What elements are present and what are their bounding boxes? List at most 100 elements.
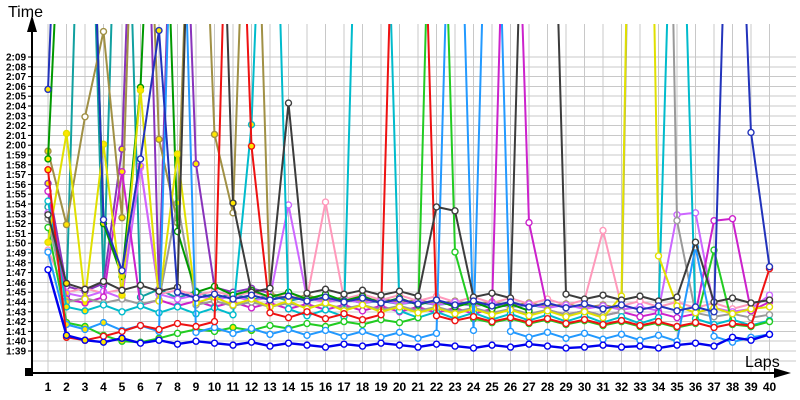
lap-marker[interactable] [525,333,533,341]
lap-marker[interactable] [118,334,126,342]
lap-marker[interactable] [414,292,422,300]
lap-marker[interactable] [155,26,163,35]
lap-marker[interactable] [747,321,755,330]
lap-marker[interactable] [303,308,311,316]
lap-marker[interactable] [118,327,126,336]
lap-marker[interactable] [118,214,126,222]
lap-marker[interactable] [81,307,89,315]
lap-marker[interactable] [377,311,385,319]
lap-marker[interactable] [99,301,108,309]
lap-marker[interactable] [81,325,89,334]
lap-marker[interactable] [451,316,459,325]
lap-marker[interactable] [340,317,348,326]
lap-marker[interactable] [710,308,718,316]
lap-marker[interactable] [506,313,515,322]
lap-marker[interactable] [62,129,71,138]
lap-marker[interactable] [488,302,496,310]
lap-marker[interactable] [765,303,774,311]
lap-marker[interactable] [765,330,774,339]
lap-marker[interactable] [395,328,404,337]
lap-marker[interactable] [229,311,237,319]
lap-marker[interactable] [432,312,441,320]
lap-marker[interactable] [81,336,89,344]
lap-marker[interactable] [525,318,533,327]
lap-marker[interactable] [284,99,293,107]
lap-marker[interactable] [654,331,663,340]
lap-marker[interactable] [414,300,422,308]
lap-marker[interactable] [654,252,663,260]
lap-marker[interactable] [710,342,718,350]
lap-marker[interactable] [432,296,441,304]
lap-marker[interactable] [543,307,552,315]
lap-marker[interactable] [266,321,274,330]
lap-marker[interactable] [654,302,663,310]
lap-marker[interactable] [469,344,478,352]
lap-marker[interactable] [321,306,330,314]
lap-marker[interactable] [340,332,348,340]
lap-marker[interactable] [691,318,700,327]
lap-marker[interactable] [414,343,422,351]
lap-marker[interactable] [284,339,293,347]
lap-marker[interactable] [488,317,496,326]
lap-marker[interactable] [747,299,755,307]
lap-marker[interactable] [580,308,589,316]
lap-marker[interactable] [673,216,681,225]
lap-marker[interactable] [62,331,71,340]
lap-marker[interactable] [451,342,459,350]
lap-marker[interactable] [173,340,182,348]
lap-marker[interactable] [358,342,367,350]
lap-marker[interactable] [451,301,459,309]
lap-marker[interactable] [266,284,274,292]
lap-marker[interactable] [580,329,589,338]
lap-marker[interactable] [636,336,644,344]
lap-marker[interactable] [173,150,182,158]
lap-marker[interactable] [673,307,681,315]
lap-marker[interactable] [728,214,737,223]
lap-marker[interactable] [599,291,607,299]
lap-marker[interactable] [173,329,182,338]
lap-marker[interactable] [99,293,108,301]
lap-marker[interactable] [691,339,700,347]
lap-marker[interactable] [488,341,496,349]
lap-marker[interactable] [395,295,404,303]
lap-marker[interactable] [377,291,385,299]
lap-marker[interactable] [229,301,237,309]
lap-marker[interactable] [155,336,163,344]
lap-marker[interactable] [358,315,367,324]
lap-marker[interactable] [266,342,274,350]
lap-marker[interactable] [617,343,626,351]
lap-marker[interactable] [414,334,422,342]
lap-marker[interactable] [543,328,552,337]
lap-marker[interactable] [99,215,108,224]
lap-marker[interactable] [469,326,478,335]
lap-marker[interactable] [44,197,52,205]
lap-marker[interactable] [599,320,607,329]
lap-marker[interactable] [192,328,200,337]
lap-marker[interactable] [99,318,108,327]
lap-marker[interactable] [673,322,681,331]
lap-marker[interactable] [118,286,126,294]
lap-marker[interactable] [321,326,330,335]
lap-marker[interactable] [136,86,145,95]
lap-marker[interactable] [580,343,589,351]
lap-marker[interactable] [747,128,755,137]
lap-marker[interactable] [451,207,459,215]
lap-marker[interactable] [488,311,496,319]
lap-marker[interactable] [303,297,311,305]
lap-marker[interactable] [747,305,755,313]
lap-marker[interactable] [358,307,367,315]
lap-marker[interactable] [728,333,737,341]
lap-marker[interactable] [321,343,330,351]
lap-marker[interactable] [562,344,570,352]
lap-marker[interactable] [192,337,200,345]
lap-marker[interactable] [303,289,311,297]
lap-marker[interactable] [229,329,237,338]
lap-marker[interactable] [451,310,459,318]
lap-marker[interactable] [44,238,52,246]
lap-marker[interactable] [340,340,348,348]
lap-marker[interactable] [247,291,256,299]
lap-marker[interactable] [506,343,515,351]
lap-marker[interactable] [99,27,108,36]
lap-marker[interactable] [728,310,737,318]
lap-marker[interactable] [118,167,126,176]
